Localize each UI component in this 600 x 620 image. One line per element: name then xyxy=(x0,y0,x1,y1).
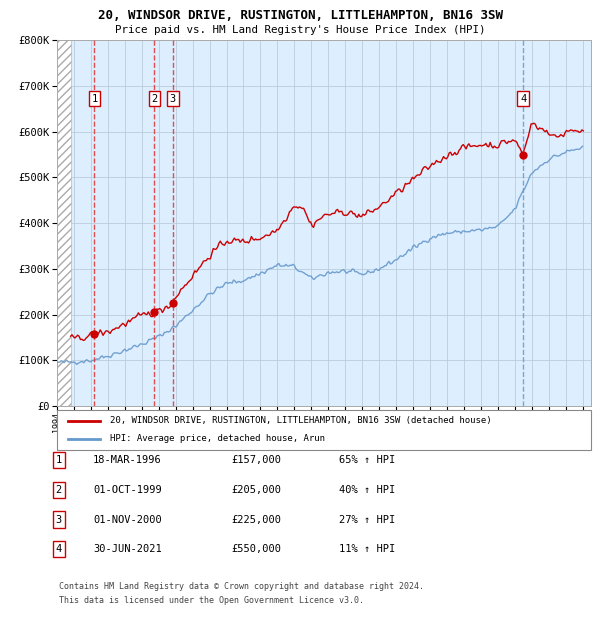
Text: 1: 1 xyxy=(91,94,98,104)
Text: 20, WINDSOR DRIVE, RUSTINGTON, LITTLEHAMPTON, BN16 3SW (detached house): 20, WINDSOR DRIVE, RUSTINGTON, LITTLEHAM… xyxy=(110,417,492,425)
Text: £205,000: £205,000 xyxy=(231,485,281,495)
Text: 18-MAR-1996: 18-MAR-1996 xyxy=(93,455,162,465)
Text: 65% ↑ HPI: 65% ↑ HPI xyxy=(339,455,395,465)
Text: 30-JUN-2021: 30-JUN-2021 xyxy=(93,544,162,554)
Text: £225,000: £225,000 xyxy=(231,515,281,525)
Text: 3: 3 xyxy=(170,94,176,104)
Text: 40% ↑ HPI: 40% ↑ HPI xyxy=(339,485,395,495)
FancyBboxPatch shape xyxy=(57,410,591,449)
Text: 20, WINDSOR DRIVE, RUSTINGTON, LITTLEHAMPTON, BN16 3SW: 20, WINDSOR DRIVE, RUSTINGTON, LITTLEHAM… xyxy=(97,9,503,22)
Text: HPI: Average price, detached house, Arun: HPI: Average price, detached house, Arun xyxy=(110,435,325,443)
Text: 27% ↑ HPI: 27% ↑ HPI xyxy=(339,515,395,525)
Text: 11% ↑ HPI: 11% ↑ HPI xyxy=(339,544,395,554)
Text: This data is licensed under the Open Government Licence v3.0.: This data is licensed under the Open Gov… xyxy=(59,596,364,605)
Text: 2: 2 xyxy=(151,94,158,104)
Bar xyxy=(57,40,71,406)
Text: 1: 1 xyxy=(56,455,62,465)
Text: 4: 4 xyxy=(520,94,526,104)
Text: 2: 2 xyxy=(56,485,62,495)
Text: £550,000: £550,000 xyxy=(231,544,281,554)
Text: 01-NOV-2000: 01-NOV-2000 xyxy=(93,515,162,525)
Text: Contains HM Land Registry data © Crown copyright and database right 2024.: Contains HM Land Registry data © Crown c… xyxy=(59,582,424,591)
Text: 01-OCT-1999: 01-OCT-1999 xyxy=(93,485,162,495)
Text: Price paid vs. HM Land Registry's House Price Index (HPI): Price paid vs. HM Land Registry's House … xyxy=(115,25,485,35)
Text: 3: 3 xyxy=(56,515,62,525)
Text: 4: 4 xyxy=(56,544,62,554)
Text: £157,000: £157,000 xyxy=(231,455,281,465)
